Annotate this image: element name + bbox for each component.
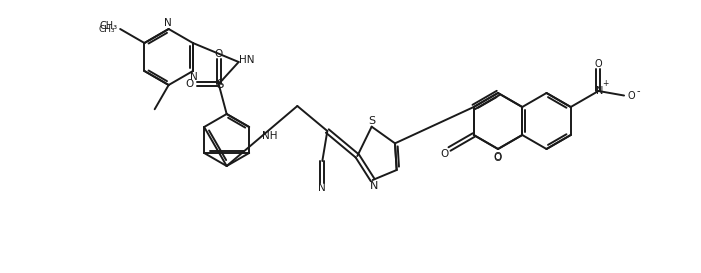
Text: N: N bbox=[164, 18, 172, 28]
Text: O: O bbox=[627, 91, 635, 100]
Text: O: O bbox=[440, 149, 449, 159]
Text: O: O bbox=[594, 59, 602, 69]
Text: N: N bbox=[318, 183, 326, 193]
Text: HN: HN bbox=[239, 55, 254, 65]
Text: -: - bbox=[637, 87, 640, 97]
Text: S: S bbox=[368, 116, 375, 126]
Text: N: N bbox=[369, 181, 378, 191]
Text: +: + bbox=[602, 79, 608, 88]
Text: NH: NH bbox=[262, 131, 278, 141]
Text: N: N bbox=[596, 86, 603, 96]
Text: O: O bbox=[215, 49, 223, 59]
Text: O: O bbox=[494, 153, 502, 163]
Text: S: S bbox=[216, 78, 224, 91]
Text: O: O bbox=[494, 152, 502, 162]
Text: O: O bbox=[186, 79, 193, 89]
Text: CH₃: CH₃ bbox=[99, 25, 115, 34]
Text: CH₃: CH₃ bbox=[99, 21, 117, 31]
Text: N: N bbox=[190, 72, 198, 82]
